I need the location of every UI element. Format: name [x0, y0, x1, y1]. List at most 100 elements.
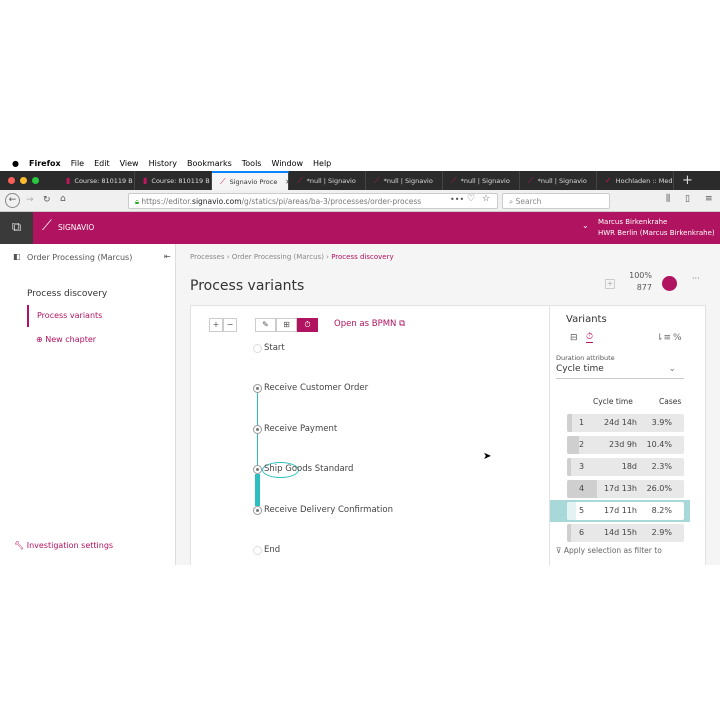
close-tab-icon[interactable]: ✕ [285, 178, 288, 186]
variant-cycle-time: 17d 13h [603, 484, 637, 493]
tab-label: *null | Signavio [306, 176, 356, 185]
menu-history[interactable]: History [148, 158, 178, 168]
project-icon: ◧ [13, 252, 21, 261]
app-switcher-icon[interactable]: ⧉ [0, 212, 33, 244]
breadcrumb-processes[interactable]: Processes [190, 253, 225, 261]
chevron-down-icon[interactable]: ⌄ [582, 221, 589, 230]
variant-row[interactable]: 5 17d 11h 8.2% [567, 502, 684, 520]
tab[interactable]: ▮ Course: 810119 B [135, 171, 212, 190]
open-as-bpmn-link[interactable]: Open as BPMN ⧉ [334, 319, 405, 329]
variant-row[interactable]: 3 18d 2.3% [567, 458, 684, 476]
percent-toggle-icon[interactable]: % [673, 333, 682, 343]
case-coverage-pie[interactable] [662, 276, 677, 291]
user-name[interactable]: Marcus Birkenkrahe [598, 218, 668, 226]
variant-cases: 26.0% [646, 484, 672, 493]
variant-row[interactable]: 4 17d 13h 26.0% [567, 480, 684, 498]
close-window-button[interactable] [8, 177, 15, 184]
menu-tools[interactable]: Tools [241, 158, 262, 168]
zoom-out-button[interactable]: − [223, 318, 237, 332]
tab[interactable]: ⟋ *null | Signavio [443, 171, 520, 190]
variant-row[interactable]: 2 23d 9h 10.4% [567, 436, 684, 454]
apple-icon[interactable]: ● [12, 158, 19, 168]
brand-name[interactable]: SIGNAVIO [58, 223, 95, 232]
variant-share-bar [567, 414, 572, 432]
zoom-in-button[interactable]: + [209, 318, 223, 332]
reload-button[interactable]: ↻ [43, 195, 51, 205]
structure-view-button[interactable]: ⊞ [276, 318, 297, 332]
pocket-icon[interactable]: ♡ [467, 194, 476, 204]
tab-active[interactable]: ⟋Signavio Proce ✕ [212, 171, 289, 190]
menu-file[interactable]: File [70, 158, 85, 168]
edit-view-button[interactable]: ✎ [255, 318, 276, 332]
apply-filter-label: Apply selection as filter to [563, 546, 662, 555]
search-input[interactable]: ⌕ Search [502, 193, 610, 209]
menu-app[interactable]: Firefox [28, 158, 61, 168]
mouse-cursor-icon: ➤ [483, 451, 492, 462]
col-cases[interactable]: Cases [659, 397, 682, 406]
minimize-window-button[interactable] [20, 177, 27, 184]
duration-view-button[interactable]: ⏱︎ [297, 318, 318, 332]
maximize-window-button[interactable] [32, 177, 39, 184]
variant-share-bar [567, 436, 579, 454]
sort-icon[interactable]: ⇂≡ [656, 333, 672, 343]
favicon-icon: ✓ [605, 176, 612, 185]
duration-value: Cycle time [556, 364, 604, 374]
col-cycle-time[interactable]: Cycle time [593, 397, 633, 406]
export-icon[interactable]: + [605, 279, 615, 289]
menu-bookmarks[interactable]: Bookmarks [187, 158, 232, 168]
variant-number: 4 [579, 484, 585, 493]
duration-select[interactable]: Cycle time ⌄ [556, 364, 684, 379]
variant-cases: 10.4% [646, 440, 672, 449]
tab[interactable]: ▮ Course: 810119 B [58, 171, 135, 190]
sidebar-item-process-variants[interactable]: Process variants [37, 311, 103, 320]
tab-label: *null | Signavio [460, 176, 510, 185]
variant-number: 3 [579, 462, 585, 471]
variant-share-bar [567, 502, 577, 520]
end-node[interactable] [253, 546, 262, 555]
url-bar[interactable]: 🔒︎ https://editor.signavio.com/g/statics… [128, 193, 498, 209]
activity-node[interactable] [253, 384, 262, 393]
variant-row[interactable]: 1 24d 14h 3.9% [567, 414, 684, 432]
signavio-favicon-icon: ⟋ [297, 175, 303, 185]
start-node[interactable] [253, 344, 262, 353]
menu-view[interactable]: View [119, 158, 139, 168]
cases-icon[interactable]: ⊟ [570, 333, 578, 343]
apply-filter-link[interactable]: ⊽ Apply selection as filter to [556, 546, 662, 556]
more-options-icon[interactable]: ··· [692, 274, 700, 283]
new-chapter-button[interactable]: ⊕ New chapter [36, 335, 96, 344]
home-button[interactable]: ⌂ [60, 194, 66, 204]
library-icon[interactable]: ⫼ [666, 194, 671, 204]
bookmark-star-icon[interactable]: ☆ [482, 194, 491, 204]
duration-tab-icon[interactable]: ⏱︎ [586, 332, 594, 343]
tab[interactable]: ✓ Hochladen :: Med [597, 171, 674, 190]
user-org[interactable]: HWR Berlin (Marcus Birkenkrahe) [598, 229, 715, 237]
url-domain: signavio.com [192, 197, 242, 206]
tab[interactable]: ⟋ *null | Signavio [289, 171, 366, 190]
activity-node[interactable] [253, 425, 262, 434]
collapse-sidebar-icon[interactable]: ⇤ [164, 252, 171, 261]
settings-label: Investigation settings [26, 541, 114, 550]
sidebar-toggle-icon[interactable]: ▯ [685, 194, 690, 204]
activity-node[interactable] [253, 506, 262, 515]
new-tab-button[interactable]: + [682, 173, 693, 188]
menu-help[interactable]: Help [313, 158, 332, 168]
node-label: Ship Goods Standard [264, 464, 354, 474]
variant-cases: 2.9% [651, 528, 672, 537]
variant-row[interactable]: 6 14d 15h 2.9% [567, 524, 684, 542]
tab[interactable]: ⟋ *null | Signavio [366, 171, 443, 190]
activity-node[interactable] [253, 465, 262, 474]
investigation-settings-link[interactable]: 🔧︎ Investigation settings [14, 541, 113, 550]
breadcrumb-project[interactable]: Order Processing (Marcus) [231, 253, 324, 261]
more-icon[interactable]: ••• [450, 195, 465, 204]
path-edge-highlight [255, 474, 260, 506]
variants-title: Variants [566, 314, 607, 325]
tab[interactable]: ⟋ *null | Signavio [520, 171, 597, 190]
back-button[interactable]: ← [5, 193, 20, 208]
variant-number: 5 [579, 506, 585, 515]
hamburger-menu-icon[interactable]: ≡ [705, 194, 713, 204]
forward-button[interactable]: → [26, 195, 34, 205]
variant-cycle-time: 17d 11h [603, 506, 637, 515]
menu-window[interactable]: Window [271, 158, 304, 168]
menu-edit[interactable]: Edit [94, 158, 110, 168]
section-title[interactable]: Process discovery [27, 289, 108, 299]
